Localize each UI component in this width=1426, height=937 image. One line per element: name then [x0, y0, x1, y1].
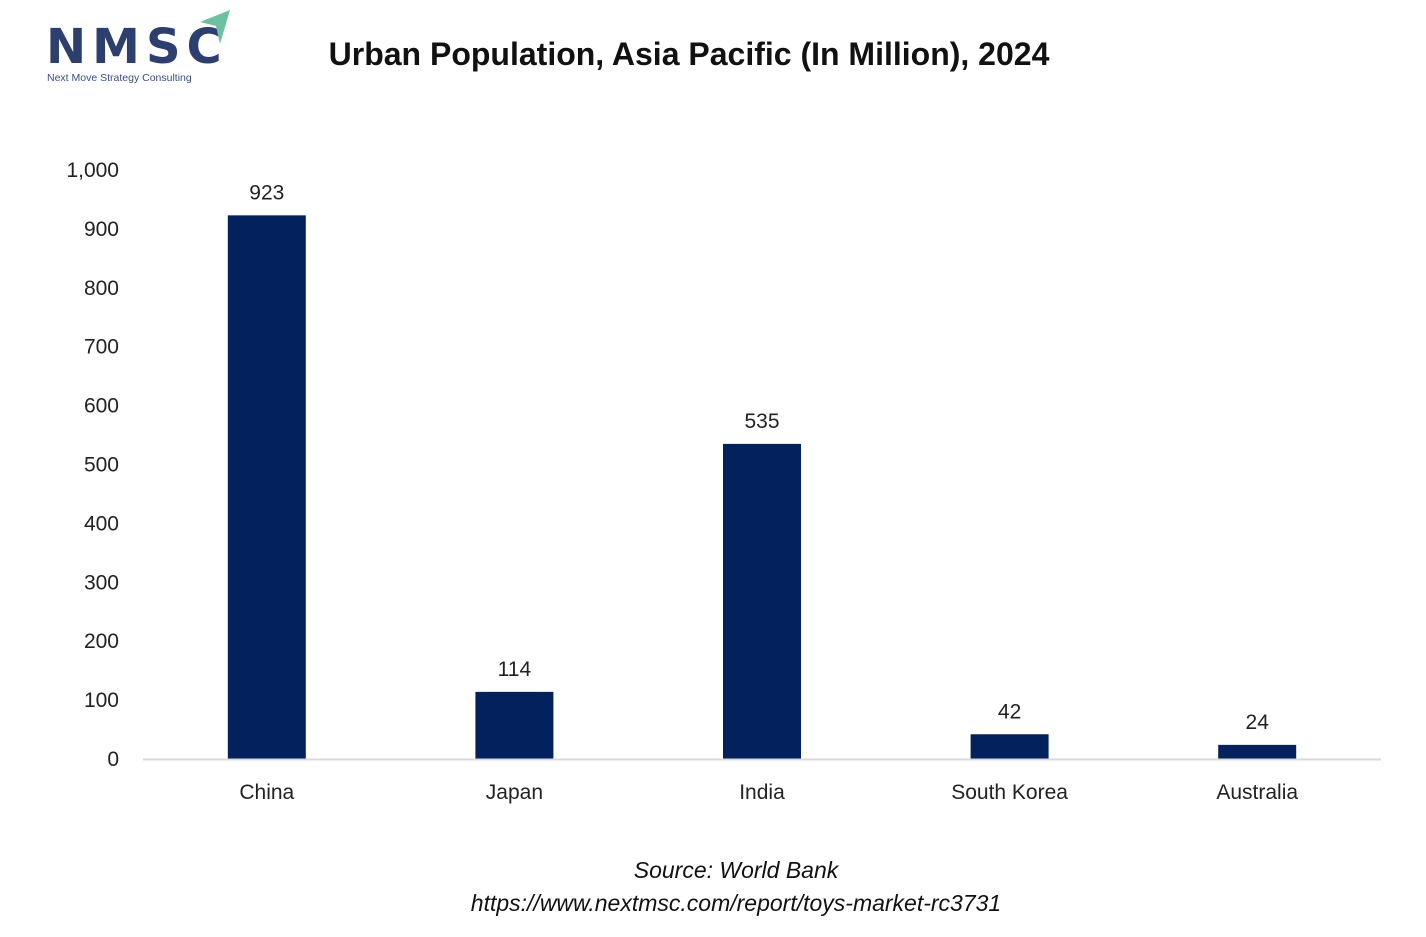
y-tick-label: 400	[84, 512, 119, 535]
source-url[interactable]: https://www.nextmsc.com/report/toys-mark…	[470, 890, 1002, 916]
y-tick-label: 500	[84, 454, 119, 477]
y-tick-label: 100	[84, 689, 119, 712]
x-tick-label: India	[739, 781, 785, 804]
y-tick-label: 200	[84, 630, 119, 653]
bars	[227, 215, 1297, 759]
data-labels: 923 114 535 42 24	[249, 181, 1269, 734]
logo-arrow-icon	[200, 10, 230, 44]
bar-australia	[1218, 744, 1297, 759]
data-label: 114	[498, 658, 532, 681]
y-tick-label: 800	[84, 277, 119, 300]
data-label: 535	[744, 410, 779, 433]
y-tick-label: 300	[84, 571, 119, 594]
x-tick-label: South Korea	[951, 781, 1068, 804]
y-tick-label: 700	[84, 336, 119, 359]
chart-title: Urban Population, Asia Pacific (In Milli…	[328, 36, 1050, 72]
x-tick-label: Japan	[486, 781, 543, 804]
y-tick-label: 600	[84, 395, 119, 418]
x-tick-label: Australia	[1216, 781, 1298, 804]
x-axis-categories: China Japan India South Korea Australia	[239, 781, 1298, 804]
logo-wordmark: NMSC	[46, 19, 228, 75]
source-note: Source: World Bank	[633, 857, 839, 883]
data-label: 923	[249, 181, 284, 204]
bar-south-korea	[970, 734, 1049, 759]
y-axis-ticks: 0 100 200 300 400 500 600 700 800 900 1,000	[66, 159, 119, 771]
data-label: 24	[1246, 711, 1270, 734]
y-tick-label: 1,000	[66, 159, 119, 182]
x-tick-label: China	[239, 781, 294, 804]
data-label: 42	[998, 700, 1021, 723]
bar-china	[227, 215, 306, 759]
nmsc-logo: NMSC Next Move Strategy Consulting	[44, 8, 234, 88]
y-tick-label: 900	[84, 218, 119, 241]
logo-subtitle: Next Move Strategy Consulting	[47, 72, 192, 84]
bar-japan	[475, 691, 554, 759]
y-tick-label: 0	[107, 748, 119, 771]
bar-india	[723, 443, 801, 759]
